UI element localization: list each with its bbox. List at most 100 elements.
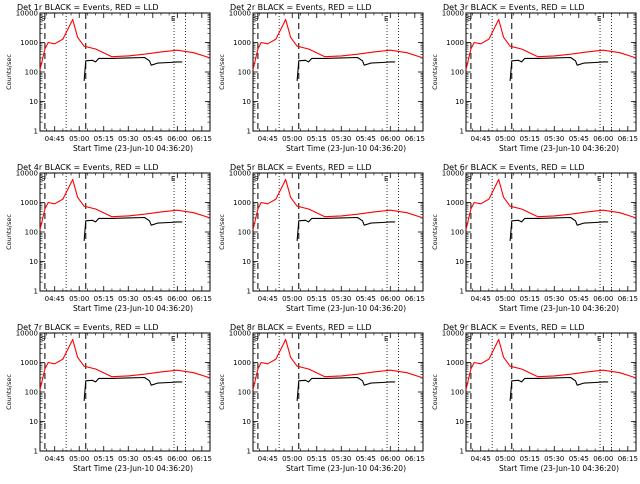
- x-tick-label: 06:15: [192, 135, 212, 143]
- chart-panel: Det 7r BLACK = Events, RED = LLD Counts/s…: [5, 323, 212, 473]
- y-tick-label: 1000: [233, 199, 251, 207]
- plot-frame: [465, 12, 637, 132]
- x-tick-label: 04:45: [471, 295, 491, 303]
- y-tick-label: 10: [455, 98, 464, 106]
- end-marker-label: E: [384, 15, 388, 23]
- start-marker-label: S: [41, 335, 46, 343]
- plot-frame: [39, 12, 211, 132]
- start-marker-label: S: [254, 335, 259, 343]
- y-tick-label: 1: [460, 448, 464, 456]
- events-series-line: [83, 216, 183, 241]
- y-axis-label: Counts/sec: [218, 54, 226, 90]
- y-tick-label: 10000: [16, 330, 38, 338]
- x-tick-label: 05:15: [307, 295, 327, 303]
- y-tick-label: 1000: [233, 39, 251, 47]
- y-tick-label: 100: [238, 389, 251, 397]
- y-tick-label: 1: [34, 128, 38, 136]
- plot-frame: [465, 332, 637, 452]
- lld-series-line: [39, 18, 211, 70]
- y-axis-label: Counts/sec: [431, 374, 439, 410]
- x-tick-label: 05:45: [356, 135, 376, 143]
- x-tick-label: 05:45: [569, 455, 589, 463]
- x-tick-label: 04:45: [471, 135, 491, 143]
- y-tick-label: 1: [247, 128, 251, 136]
- chart-panel: Det 5r BLACK = Events, RED = LLD Counts/s…: [218, 163, 425, 313]
- x-tick-label: 04:45: [45, 295, 65, 303]
- y-tick-label: 100: [25, 389, 38, 397]
- lld-series-line: [252, 338, 424, 390]
- events-series-line: [296, 376, 396, 401]
- x-tick-label: 05:45: [143, 455, 163, 463]
- x-tick-label: 05:30: [331, 135, 351, 143]
- y-tick-label: 100: [451, 389, 464, 397]
- x-tick-label: 06:15: [618, 295, 638, 303]
- x-tick-label: 05:30: [544, 135, 564, 143]
- end-marker-label: E: [597, 335, 601, 343]
- x-axis-label: Start Time (23-Jun-10 04:36:20): [286, 304, 406, 313]
- y-axis-label: Counts/sec: [218, 374, 226, 410]
- y-tick-label: 10: [455, 418, 464, 426]
- x-tick-label: 05:45: [356, 455, 376, 463]
- y-axis-label: Counts/sec: [218, 214, 226, 250]
- y-tick-label: 1: [34, 288, 38, 296]
- x-tick-label: 05:45: [143, 295, 163, 303]
- x-tick-label: 05:15: [520, 295, 540, 303]
- x-tick-label: 05:00: [495, 455, 515, 463]
- start-marker-label: S: [467, 175, 472, 183]
- y-tick-label: 1000: [446, 39, 464, 47]
- x-tick-label: 05:15: [520, 135, 540, 143]
- x-tick-label: 06:00: [167, 135, 187, 143]
- x-tick-label: 06:00: [593, 295, 613, 303]
- y-tick-label: 1000: [20, 39, 38, 47]
- events-series-line: [509, 376, 609, 401]
- y-tick-label: 100: [238, 229, 251, 237]
- x-axis-label: Start Time (23-Jun-10 04:36:20): [286, 464, 406, 473]
- events-series-line: [83, 376, 183, 401]
- chart-panel: Det 4r BLACK = Events, RED = LLD Counts/s…: [5, 163, 212, 313]
- x-tick-label: 05:15: [307, 455, 327, 463]
- x-tick-label: 05:00: [69, 455, 89, 463]
- y-tick-label: 1: [460, 288, 464, 296]
- y-tick-label: 10000: [442, 10, 464, 18]
- x-axis-label: Start Time (23-Jun-10 04:36:20): [286, 144, 406, 153]
- chart-panel: Det 3r BLACK = Events, RED = LLD Counts/s…: [431, 3, 638, 153]
- x-tick-label: 05:45: [569, 135, 589, 143]
- lld-series-line: [252, 178, 424, 230]
- x-tick-label: 05:00: [69, 135, 89, 143]
- plot-frame: [465, 172, 637, 292]
- x-tick-label: 06:00: [380, 135, 400, 143]
- plot-frame: [39, 332, 211, 452]
- x-tick-label: 04:45: [258, 455, 278, 463]
- y-tick-label: 100: [451, 69, 464, 77]
- x-tick-label: 06:15: [618, 455, 638, 463]
- x-tick-label: 04:45: [471, 455, 491, 463]
- x-axis-label: Start Time (23-Jun-10 04:36:20): [499, 144, 619, 153]
- start-marker-label: S: [467, 15, 472, 23]
- events-series-line: [509, 56, 609, 81]
- y-tick-label: 10000: [229, 170, 251, 178]
- x-tick-label: 06:00: [380, 295, 400, 303]
- chart-title: Det 2r BLACK = Events, RED = LLD: [230, 3, 372, 12]
- chart-title: Det 5r BLACK = Events, RED = LLD: [230, 163, 372, 172]
- y-axis-label: Counts/sec: [5, 374, 13, 410]
- x-tick-label: 05:15: [94, 135, 114, 143]
- chart-title: Det 8r BLACK = Events, RED = LLD: [230, 323, 372, 332]
- lld-series-line: [252, 18, 424, 70]
- y-tick-label: 10: [242, 258, 251, 266]
- x-tick-label: 04:45: [45, 135, 65, 143]
- plot-frame: [252, 172, 424, 292]
- plot-frame: [39, 172, 211, 292]
- x-tick-label: 05:15: [307, 135, 327, 143]
- x-tick-label: 05:30: [118, 295, 138, 303]
- x-tick-label: 05:00: [282, 295, 302, 303]
- x-tick-label: 06:15: [618, 135, 638, 143]
- x-tick-label: 05:45: [356, 295, 376, 303]
- y-tick-label: 10000: [16, 10, 38, 18]
- x-tick-label: 06:00: [380, 455, 400, 463]
- start-marker-label: S: [41, 175, 46, 183]
- x-tick-label: 06:15: [192, 455, 212, 463]
- end-marker-label: E: [171, 335, 175, 343]
- y-tick-label: 1: [460, 128, 464, 136]
- y-tick-label: 1000: [446, 199, 464, 207]
